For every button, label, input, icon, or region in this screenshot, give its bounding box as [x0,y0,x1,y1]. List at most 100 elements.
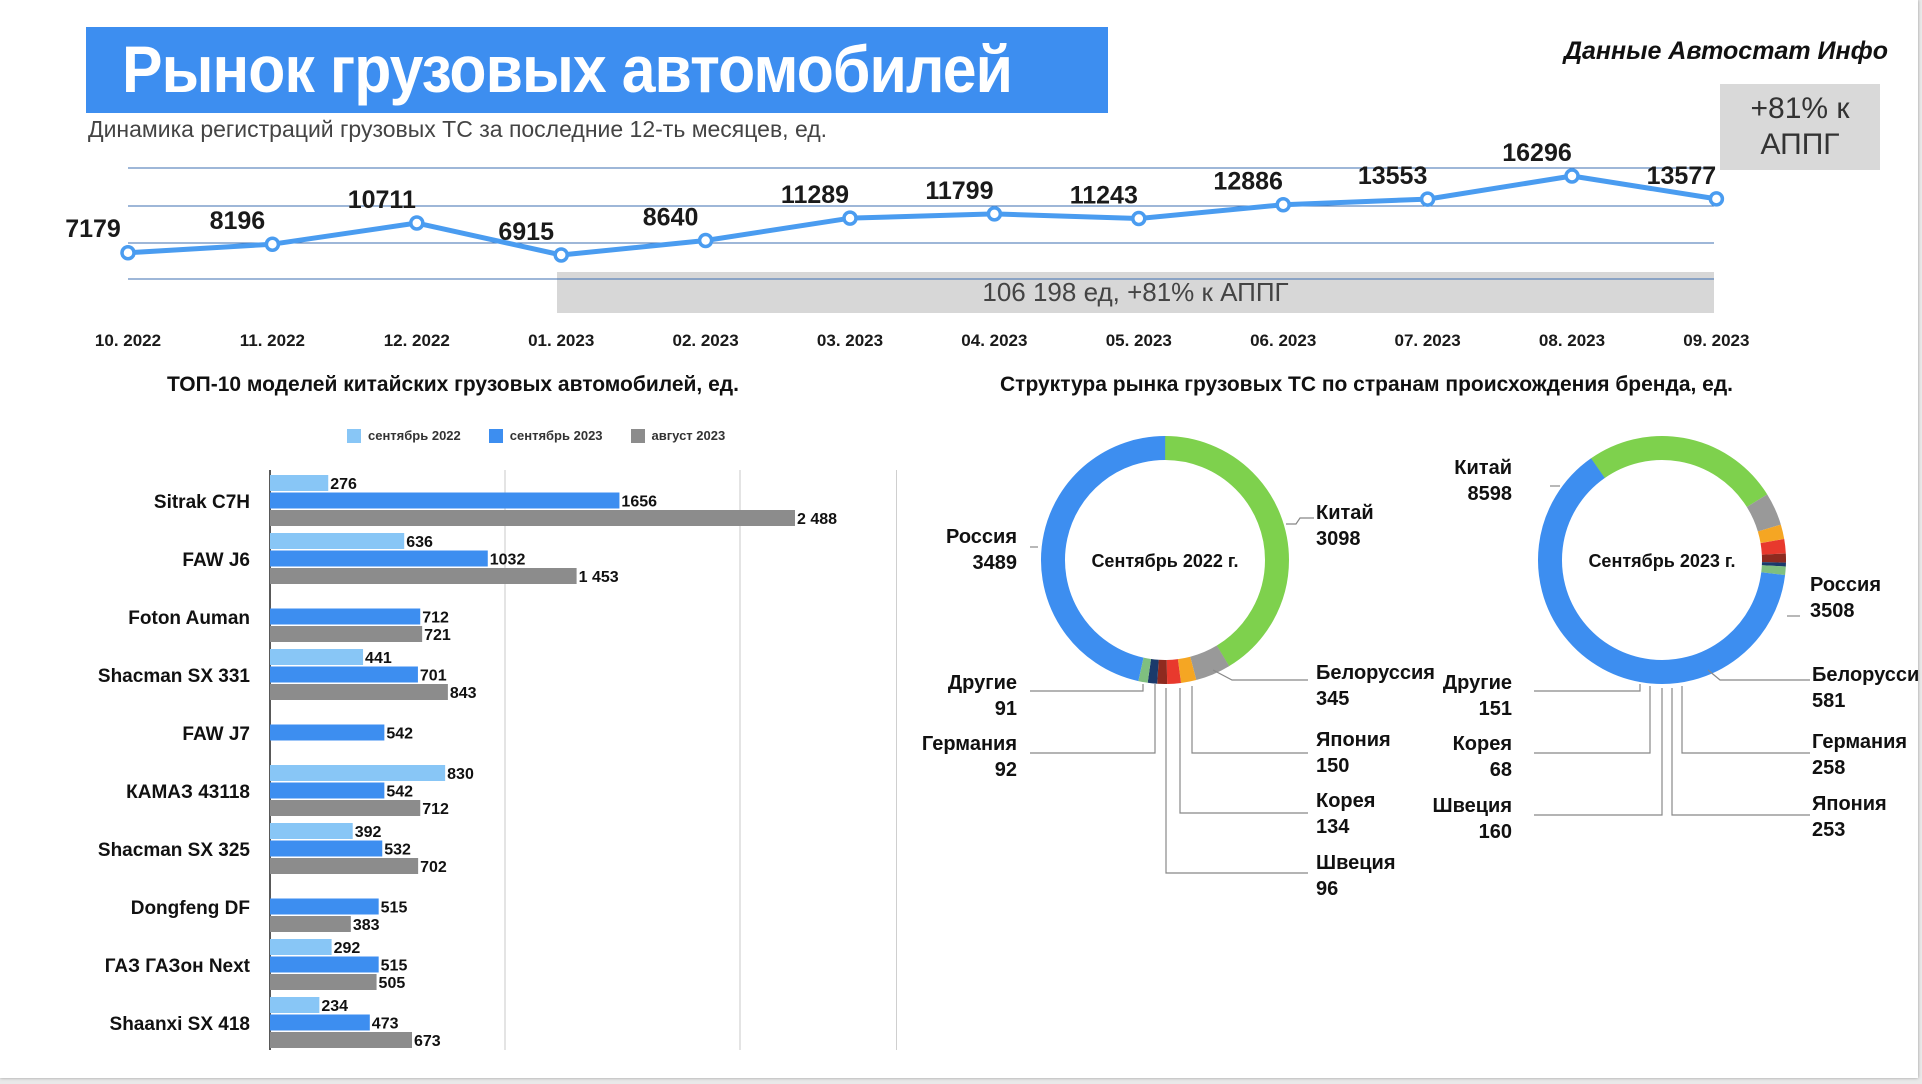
callout-value: 258 [1812,757,1846,779]
donut-center-label: Сентябрь 2022 г. [1091,551,1238,571]
donut-slice [1041,436,1289,684]
leader-line [1671,688,1810,816]
callout-2022-sweden: Швеция 96 [1316,850,1396,902]
callout-name: Швеция [1316,852,1396,874]
data-point [1708,191,1725,207]
data-label: 8640 [643,203,699,231]
series-line [127,173,1717,258]
leader-line [1707,669,1810,681]
donut-slice [1538,436,1786,684]
bar-value-label: 515 [381,958,408,975]
bar-value-label: 505 [379,975,406,992]
callout-value: 8598 [1467,483,1513,505]
data-label: 13577 [1647,162,1717,190]
data-point [120,245,136,261]
callout-name: Россия [945,526,1017,548]
leader-line [1212,669,1308,681]
data-point [1275,196,1291,213]
callout-name: Другие [1442,672,1512,694]
callout-value: 68 [1489,759,1512,781]
data-point [1419,191,1436,207]
bar [270,956,379,973]
bar-value-label: 392 [355,824,382,841]
month-label: 01. 2023 [528,331,594,350]
bar [270,608,421,625]
callout-2022-russia: Россия 3489 [946,524,1017,576]
bar-value-label: 673 [414,1033,441,1050]
legend-item-sep2023: сентябрь 2023 [488,428,603,443]
bar-value-label: 843 [450,685,477,702]
callout-value: 151 [1478,698,1512,720]
donut-slice [1538,436,1786,684]
bar-chart-title: ТОП-10 моделей китайских грузовых автомо… [167,373,739,396]
month-label: 07. 2023 [1395,331,1461,350]
callout-2022-japan: Япония 150 [1316,727,1391,779]
data-label: 11799 [925,177,993,205]
bar-value-label: 1656 [621,494,657,511]
donut-slice [1538,436,1786,684]
callout-name: Швеция [1432,795,1512,817]
bar [270,475,329,491]
callout-value: 581 [1812,690,1846,712]
bar [270,939,332,955]
data-point [264,236,281,252]
donut-slice [1538,436,1786,684]
category-label: Shacman SX 331 [98,666,251,687]
month-label: 05. 2023 [1106,331,1172,350]
yoy-badge: +81% к АППГ [1720,84,1880,170]
callout-name: Япония [1812,793,1887,815]
data-point [842,210,858,226]
callout-2023-other: Другие 151 [1443,670,1512,722]
data-label: 13553 [1358,162,1428,190]
callout-2023-china: Китай 8598 [1454,455,1512,507]
leader-line [1534,688,1663,816]
donut-slice [1538,436,1786,684]
bar-value-label: 702 [420,859,447,876]
callout-2023-belarus: Белоруссия 581 [1812,662,1918,714]
legend-label: сентябрь 2022 [368,428,461,443]
data-point [986,206,1003,222]
leader-line [1030,684,1156,754]
donut-section-title: Структура рынка грузовых ТС по странам п… [1000,373,1734,396]
legend-swatch [347,428,361,443]
data-label: 7179 [65,215,121,243]
data-point [1564,168,1580,184]
month-label: 09. 2023 [1683,331,1749,350]
callout-value: 253 [1812,819,1846,841]
bar [270,649,364,665]
bar [270,840,383,857]
callout-name: Другие [947,672,1017,694]
month-label: 06. 2023 [1250,331,1316,350]
bar-value-label: 830 [447,766,474,783]
source-note: Данные Автостат Инфо [1563,37,1888,65]
bar-value-label: 542 [386,726,413,743]
leader-line [1030,684,1144,692]
callout-2022-korea: Корея 134 [1316,788,1375,840]
bar [270,765,446,781]
leader-line [1681,686,1810,754]
leader-line [1286,517,1314,525]
callout-value: 150 [1316,755,1350,777]
callout-2023-japan: Япония 253 [1812,791,1887,843]
legend-label: сентябрь 2023 [509,428,603,443]
bar [270,916,351,932]
month-label: 03. 2023 [817,331,883,350]
bar [270,533,405,549]
callout-name: Корея [1452,733,1512,755]
category-label: Shacman SX 325 [98,840,251,861]
bar [270,684,448,700]
callout-2022-germany: Германия 92 [922,731,1017,783]
bar-value-label: 276 [330,476,357,493]
callout-2023-sweden: Швеция 160 [1432,793,1512,845]
title-banner: Рынок грузовых автомобилей [86,27,1108,113]
legend-item-sep2022: сентябрь 2022 [347,428,461,443]
bar-value-label: 532 [384,842,411,859]
callout-2022-belarus: Белоруссия 345 [1316,660,1435,712]
category-label: Sitrak C7H [154,492,250,513]
callout-value: 3098 [1316,528,1361,550]
month-label: 04. 2023 [961,331,1027,350]
bar [270,823,353,839]
category-label: FAW J6 [182,550,250,571]
